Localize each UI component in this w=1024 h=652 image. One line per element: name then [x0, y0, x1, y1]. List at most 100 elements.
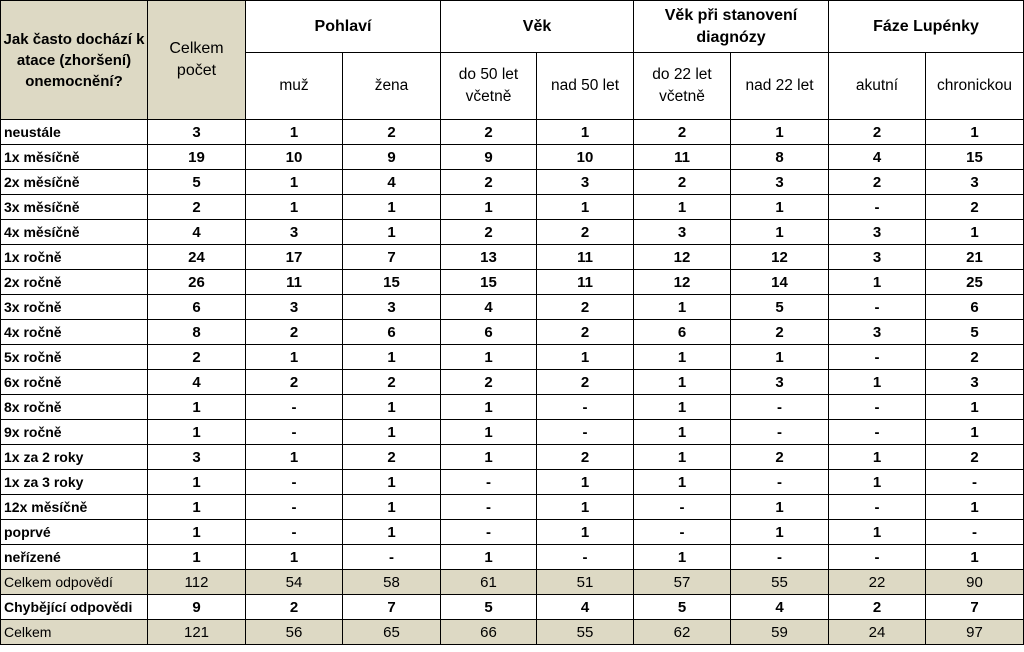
total-cell: 3 — [147, 444, 246, 470]
value-cell: 2 — [245, 594, 343, 620]
value-cell: - — [536, 419, 634, 445]
value-cell: 1 — [730, 344, 829, 370]
total-cell: 121 — [147, 619, 246, 645]
value-cell: 4 — [440, 294, 537, 320]
value-cell: 1 — [828, 444, 926, 470]
total-count-header: Celkem počet — [147, 0, 246, 120]
value-cell: 3 — [536, 169, 634, 195]
value-cell: 1 — [245, 344, 343, 370]
row-label: poprvé — [0, 519, 148, 545]
value-cell: 11 — [536, 244, 634, 270]
value-cell: 1 — [342, 419, 441, 445]
total-cell: 1 — [147, 419, 246, 445]
value-cell: 15 — [925, 144, 1024, 170]
table-row: neřízené 1 1-1-1- -1 — [0, 544, 1024, 570]
value-cell: 1 — [245, 544, 343, 570]
value-cell: 5 — [925, 319, 1024, 345]
table-row: neustále 3 1 2 2 1 2 1 2 1 — [0, 119, 1024, 145]
value-cell: 24 — [828, 619, 926, 645]
value-cell: 25 — [925, 269, 1024, 295]
value-cell: - — [828, 544, 926, 570]
value-cell: 1 — [342, 469, 441, 495]
value-cell: 2 — [536, 219, 634, 245]
value-cell: 1 — [342, 194, 441, 220]
value-cell: 1 — [245, 444, 343, 470]
total-cell: 19 — [147, 144, 246, 170]
group-header-age: Věk — [440, 0, 634, 54]
value-cell: 1 — [633, 369, 731, 395]
total-cell: 5 — [147, 169, 246, 195]
value-cell: 1 — [730, 519, 829, 545]
value-cell: 1 — [925, 394, 1024, 420]
value-cell: 2 — [828, 119, 926, 145]
value-cell: 1 — [536, 519, 634, 545]
table-row: 4x ročně 8 2 6 6 2 6 2 3 5 — [0, 319, 1024, 345]
value-cell: 2 — [342, 444, 441, 470]
value-cell: 1 — [925, 544, 1024, 570]
value-cell: - — [536, 544, 634, 570]
value-cell: 2 — [245, 369, 343, 395]
value-cell: - — [925, 469, 1024, 495]
value-cell: 62 — [633, 619, 731, 645]
value-cell: 2 — [828, 169, 926, 195]
value-cell: 2 — [730, 319, 829, 345]
value-cell: 1 — [828, 269, 926, 295]
row-label: 6x ročně — [0, 369, 148, 395]
value-cell: 5 — [730, 294, 829, 320]
value-cell: 1 — [440, 444, 537, 470]
row-label: 2x měsíčně — [0, 169, 148, 195]
value-cell: 1 — [536, 194, 634, 220]
total-cell: 2 — [147, 194, 246, 220]
table-row: 1x měsíčně 19 10 9 9 10 11 8 4 15 — [0, 144, 1024, 170]
value-cell: 1 — [536, 494, 634, 520]
value-cell: 7 — [342, 244, 441, 270]
total-cell: 2 — [147, 344, 246, 370]
value-cell: 1 — [925, 119, 1024, 145]
table-body: neustále 3 1 2 2 1 2 1 2 1 1x měsíčně 19 10 9 9 10 11 8 4 1… — [0, 119, 1024, 645]
value-cell: 1 — [730, 119, 829, 145]
table-row: 9x ročně 1-1 1-1- -1 — [0, 419, 1024, 445]
value-cell: 65 — [342, 619, 441, 645]
total-cell: 8 — [147, 319, 246, 345]
total-cell: 24 — [147, 244, 246, 270]
value-cell: - — [730, 469, 829, 495]
value-cell: - — [730, 419, 829, 445]
value-cell: 3 — [925, 169, 1024, 195]
table-row: 3x měsíčně 2 1 1 1 1 1 1-2 — [0, 194, 1024, 220]
value-cell: 10 — [245, 144, 343, 170]
value-cell: 1 — [730, 219, 829, 245]
value-cell: 11 — [245, 269, 343, 295]
value-cell: 2 — [536, 369, 634, 395]
value-cell: 1 — [730, 494, 829, 520]
value-cell: 3 — [245, 219, 343, 245]
value-cell: 12 — [633, 244, 731, 270]
value-cell: 55 — [536, 619, 634, 645]
sub-header-diagnosis-over-22: nad 22 let — [730, 52, 829, 120]
value-cell: 1 — [633, 444, 731, 470]
value-cell: 2 — [633, 119, 731, 145]
row-label: 1x měsíčně — [0, 144, 148, 170]
value-cell: 1 — [342, 394, 441, 420]
value-cell: 54 — [245, 569, 343, 595]
total-cell: 1 — [147, 519, 246, 545]
value-cell: 22 — [828, 569, 926, 595]
value-cell: 14 — [730, 269, 829, 295]
value-cell: 1 — [925, 494, 1024, 520]
value-cell: 57 — [633, 569, 731, 595]
value-cell: 2 — [440, 119, 537, 145]
corner-header: Jak často dochází k atace (zhoršení) one… — [0, 0, 148, 120]
value-cell: 66 — [440, 619, 537, 645]
value-cell: 10 — [536, 144, 634, 170]
row-label: 3x ročně — [0, 294, 148, 320]
value-cell: 2 — [536, 444, 634, 470]
row-label: Celkem odpovědí — [0, 569, 148, 595]
value-cell: 56 — [245, 619, 343, 645]
value-cell: 11 — [633, 144, 731, 170]
value-cell: 2 — [536, 294, 634, 320]
row-label: 4x ročně — [0, 319, 148, 345]
value-cell: - — [828, 394, 926, 420]
row-label: neřízené — [0, 544, 148, 570]
sub-header-male: muž — [245, 52, 343, 120]
total-cell: 9 — [147, 594, 246, 620]
